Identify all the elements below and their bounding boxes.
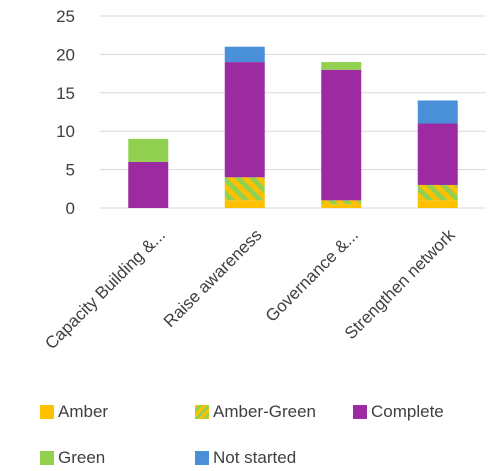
bar-segment-amber [321,204,362,208]
legend-swatch-complete [353,405,367,419]
x-category-label: Strengthen network [341,225,459,343]
bar-segment-amber-green [321,200,362,205]
bars [128,46,458,208]
y-axis-tick-labels: 0 5 10 15 20 25 [56,7,75,218]
bar-segment-amber [224,200,265,208]
legend-swatch-amber-green [195,405,209,419]
legend-swatch-not-started [195,451,209,465]
legend-item-amber: Amber [40,402,108,422]
bar-segment-complete [417,123,458,185]
legend-item-not-started: Not started [195,448,296,468]
legend-label-amber: Amber [58,402,109,421]
bar-segment-complete [224,62,265,178]
bar-segment-green [128,138,169,162]
bar-segment-amber-green [417,184,458,201]
legend-label-green: Green [58,448,106,467]
stacked-bar-chart: 0 5 10 15 20 25 Capacity Building &...Raise a… [41,7,486,353]
bar-segment-green [321,62,362,70]
legend-item-green: Green [40,448,105,468]
y-tick-label: 5 [66,161,75,180]
x-category-label: Raise awareness [160,225,266,331]
bar-segment-complete [128,161,169,208]
bar-segment-amber-green [224,177,265,201]
legend-swatch-green [40,451,54,465]
legend-label-complete: Complete [371,402,444,421]
legend-label-not-started: Not started [213,448,297,467]
x-category-label: Capacity Building &... [41,225,169,353]
legend-item-complete: Complete [353,402,444,422]
legend: Amber Amber-Green Complete Green Not sta… [40,398,480,468]
y-tick-label: 25 [56,7,75,26]
bar-segment-amber [417,200,458,208]
y-tick-label: 15 [56,84,75,103]
bar-segment-complete [321,69,362,201]
y-tick-label: 0 [66,199,75,218]
y-tick-label: 10 [56,122,75,141]
legend-label-amber-green: Amber-Green [213,402,316,421]
x-axis-category-labels: Capacity Building &...Raise awarenessGov… [41,225,459,353]
legend-swatch-amber [40,405,54,419]
y-tick-label: 20 [56,45,75,64]
legend-item-amber-green: Amber-Green [195,402,316,422]
x-category-label: Governance &... [262,225,362,325]
bar-segment-not-started [417,100,458,124]
bar-segment-not-started [224,46,265,63]
